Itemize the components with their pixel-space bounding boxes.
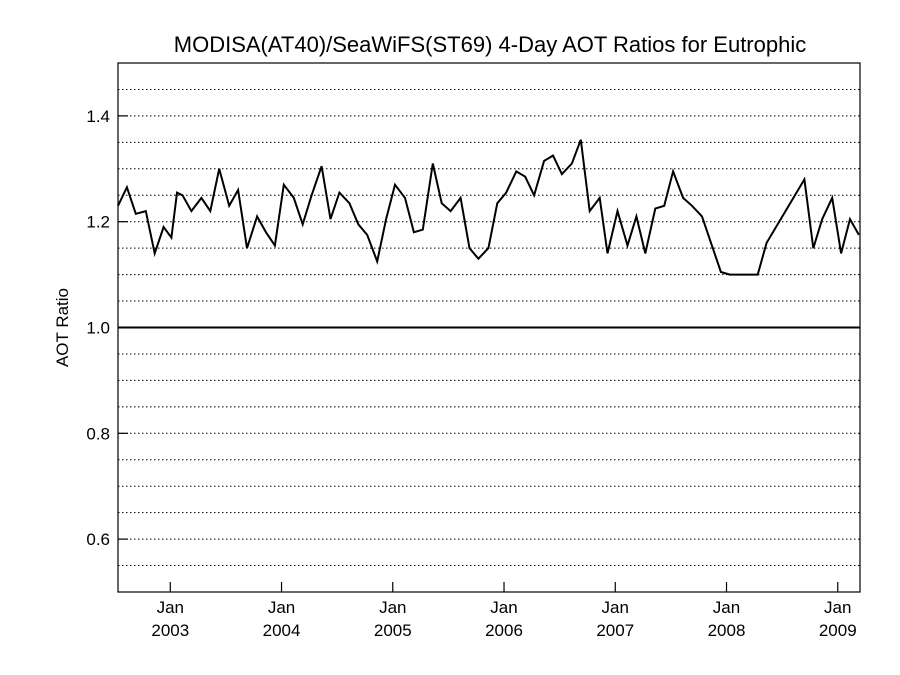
series-group [117,139,860,276]
y-tick-label-3: 1.2 [86,213,110,232]
y-axis-ticks: 0.6 0.8 1.0 1.2 1.4 [86,107,128,549]
x-axis-ticks: Jan 2003 Jan 2004 Jan 2005 Jan 2006 Jan 2007 Jan 20… [151,582,857,640]
x-tick-year-1: 2004 [263,621,301,640]
x-tick-month-2: Jan [379,598,406,617]
x-tick-year-3: 2006 [485,621,523,640]
y-tick-label-0: 0.6 [86,530,110,549]
x-tick-month-5: Jan [713,598,740,617]
x-tick-month-6: Jan [824,598,851,617]
x-tick-year-6: 2009 [819,621,857,640]
x-tick-year-5: 2008 [708,621,746,640]
x-tick-year-4: 2007 [596,621,634,640]
x-tick-month-0: Jan [157,598,184,617]
chart-title: MODISA(AT40)/SeaWiFS(ST69) 4-Day AOT Rat… [174,32,806,57]
x-tick-month-4: Jan [602,598,629,617]
x-tick-month-1: Jan [268,598,295,617]
y-tick-label-1: 0.8 [86,424,110,443]
y-tick-label-2: 1.0 [86,319,110,338]
y-tick-label-4: 1.4 [86,107,110,126]
plot-frame [117,62,861,593]
y-axis-label: AOT Ratio [53,288,72,367]
x-tick-month-3: Jan [490,598,517,617]
x-tick-year-0: 2003 [151,621,189,640]
series-line-0 [117,139,860,276]
x-tick-year-2: 2005 [374,621,412,640]
